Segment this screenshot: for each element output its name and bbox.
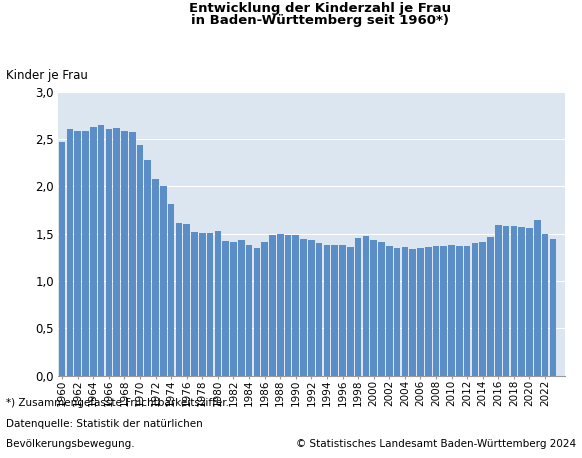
- Bar: [480, 242, 486, 376]
- Bar: [542, 234, 548, 376]
- Text: Kinder je Frau: Kinder je Frau: [6, 70, 88, 82]
- Bar: [66, 130, 73, 376]
- Bar: [441, 246, 447, 376]
- Bar: [347, 247, 354, 376]
- Bar: [402, 247, 408, 376]
- Bar: [300, 239, 307, 376]
- Bar: [526, 228, 533, 376]
- Bar: [82, 131, 89, 376]
- Bar: [378, 242, 385, 376]
- Bar: [144, 160, 151, 376]
- Text: *) Zusammengefasste Fruchtbarkeitsziffer.: *) Zusammengefasste Fruchtbarkeitsziffer…: [6, 398, 229, 409]
- Bar: [363, 236, 369, 376]
- Bar: [510, 226, 517, 376]
- Bar: [254, 248, 260, 376]
- Bar: [168, 204, 175, 376]
- Bar: [331, 245, 338, 376]
- Bar: [121, 131, 127, 376]
- Bar: [90, 126, 97, 376]
- Bar: [471, 243, 478, 376]
- Bar: [105, 130, 112, 376]
- Bar: [519, 227, 525, 376]
- Bar: [394, 248, 400, 376]
- Bar: [285, 234, 292, 376]
- Bar: [464, 246, 470, 376]
- Bar: [176, 223, 182, 376]
- Bar: [386, 246, 393, 376]
- Bar: [98, 125, 104, 376]
- Bar: [160, 186, 166, 376]
- Text: Datenquelle: Statistik der natürlichen: Datenquelle: Statistik der natürlichen: [6, 419, 203, 429]
- Bar: [152, 179, 159, 376]
- Bar: [222, 241, 229, 376]
- Bar: [456, 246, 463, 376]
- Bar: [339, 245, 346, 376]
- Bar: [261, 242, 268, 376]
- Bar: [503, 226, 509, 376]
- Bar: [191, 232, 198, 376]
- Bar: [425, 247, 431, 376]
- Bar: [269, 235, 276, 376]
- Bar: [199, 233, 205, 376]
- Bar: [277, 234, 283, 376]
- Bar: [370, 240, 377, 376]
- Bar: [59, 142, 65, 376]
- Bar: [417, 248, 424, 376]
- Bar: [409, 249, 416, 376]
- Bar: [129, 132, 136, 376]
- Bar: [316, 243, 322, 376]
- Bar: [534, 220, 541, 376]
- Bar: [137, 145, 143, 376]
- Bar: [549, 239, 556, 376]
- Bar: [113, 128, 120, 376]
- Text: in Baden-Württemberg seit 1960*): in Baden-Württemberg seit 1960*): [191, 14, 449, 27]
- Bar: [183, 224, 190, 376]
- Text: Bevölkerungsbewegung.: Bevölkerungsbewegung.: [6, 439, 134, 449]
- Bar: [230, 242, 237, 376]
- Text: Entwicklung der Kinderzahl je Frau: Entwicklung der Kinderzahl je Frau: [189, 2, 451, 15]
- Bar: [246, 245, 253, 376]
- Bar: [324, 245, 330, 376]
- Bar: [207, 233, 214, 376]
- Bar: [487, 237, 494, 376]
- Bar: [448, 245, 455, 376]
- Bar: [74, 131, 81, 376]
- Bar: [432, 246, 439, 376]
- Bar: [215, 231, 221, 376]
- Bar: [293, 235, 299, 376]
- Text: © Statistisches Landesamt Baden-Württemberg 2024: © Statistisches Landesamt Baden-Württemb…: [296, 439, 576, 449]
- Bar: [238, 240, 244, 376]
- Bar: [308, 240, 315, 376]
- Bar: [355, 238, 361, 376]
- Bar: [495, 225, 502, 376]
